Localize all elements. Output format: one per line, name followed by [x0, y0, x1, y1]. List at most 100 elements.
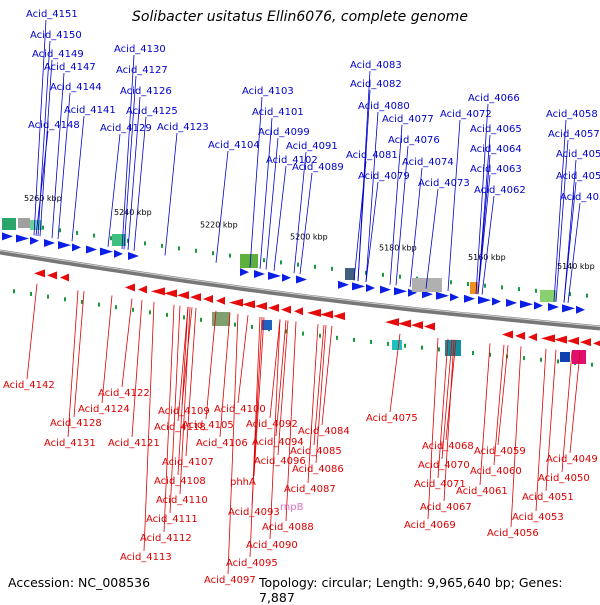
reverse-gene-label: Acid_4085: [290, 446, 342, 457]
forward-gene-leader: [265, 137, 279, 270]
scale-tick-label: 5140 kbp: [557, 262, 595, 271]
reverse-gene-leader: [389, 333, 401, 413]
outer-track-marker: [569, 292, 571, 297]
forward-gene-arrow: [240, 268, 249, 277]
forward-gene-leader: [273, 165, 287, 271]
forward-gene-label: Acid_4072: [440, 109, 492, 120]
forward-gene-label: Acid_4150: [30, 30, 82, 41]
forward-gene-arrow: [58, 241, 71, 250]
reverse-gene-arrow: [502, 330, 513, 339]
reverse-gene-arrow: [255, 302, 267, 311]
genome-title: Solibacter usitatus Ellin6076, complete …: [132, 9, 468, 25]
genome-backbone-highlight: [0, 250, 600, 327]
outer-track-marker: [115, 305, 117, 310]
forward-gene-leader: [249, 96, 263, 268]
outer-track-marker: [93, 233, 95, 238]
reverse-gene-arrow: [281, 305, 291, 314]
reverse-gene-label: Acid_4067: [420, 502, 472, 513]
forward-gene-leader: [57, 92, 71, 240]
outer-track-marker: [161, 243, 163, 248]
reverse-gene-arrow: [229, 298, 243, 307]
reverse-gene-leader: [227, 313, 239, 575]
reverse-gene-arrow: [580, 338, 591, 347]
forward-gene-leader: [389, 124, 403, 285]
outer-track-marker: [382, 272, 384, 277]
forward-gene-label: Acid_4073: [418, 178, 470, 189]
reverse-gene-leader: [121, 298, 133, 388]
reverse-gene-leader: [177, 306, 189, 476]
outer-track-marker: [540, 357, 542, 362]
reverse-gene-label: Acid_4070: [418, 460, 470, 471]
forward-gene-label: Acid_4101: [252, 107, 304, 118]
forward-gene-arrow: [352, 282, 365, 291]
reverse-gene-label: Acid_4095: [226, 558, 278, 569]
outer-track-marker: [110, 236, 112, 241]
outer-track-marker: [586, 293, 588, 298]
forward-gene-arrow: [380, 285, 391, 294]
conserved-domain-box: [392, 340, 402, 350]
reverse-gene-label: Acid_4068: [422, 441, 474, 452]
reverse-gene-label: Acid_4124: [78, 404, 130, 415]
forward-gene-label: Acid_4147: [44, 62, 96, 73]
reverse-gene-label: Acid_4110: [156, 495, 208, 506]
reverse-gene-arrow: [398, 319, 411, 328]
forward-gene-leader: [425, 188, 439, 289]
outer-track-marker: [13, 289, 15, 294]
reverse-gene-leader: [269, 319, 281, 540]
reverse-gene-label: Acid_4094: [252, 437, 304, 448]
reverse-gene-label: Acid_4084: [298, 426, 350, 437]
forward-gene-arrow: [506, 298, 517, 307]
outer-track-marker: [319, 333, 321, 338]
forward-gene-label: Acid_4077: [382, 114, 434, 125]
reverse-gene-leader: [237, 315, 249, 404]
reverse-gene-leader: [143, 301, 155, 552]
forward-gene-arrow: [548, 303, 559, 312]
reverse-gene-label: Acid_4090: [246, 540, 298, 551]
reverse-gene-label: Acid_4059: [474, 446, 526, 457]
forward-gene-arrow: [128, 251, 139, 260]
reverse-gene-label: Acid_4107: [162, 457, 214, 468]
outer-track-marker: [518, 287, 520, 292]
reverse-gene-leader: [179, 307, 191, 495]
forward-gene-label: Acid_4091: [286, 141, 338, 152]
forward-gene-arrow: [16, 234, 29, 243]
outer-track-marker: [331, 266, 333, 271]
reverse-gene-label: Acid_4051: [522, 492, 574, 503]
reverse-gene-arrow: [528, 333, 537, 342]
reverse-gene-arrow: [320, 310, 333, 319]
reverse-gene-arrow: [567, 336, 579, 345]
forward-gene-arrow: [408, 288, 417, 297]
forward-gene-label: Acid_4055: [556, 149, 600, 160]
forward-gene-arrow: [254, 270, 265, 279]
forward-gene-leader: [477, 174, 491, 295]
forward-gene-arrow: [30, 236, 39, 245]
reverse-gene-leader: [275, 320, 287, 437]
reverse-gene-arrow: [216, 296, 225, 305]
accession-label: Accession: NC_008536: [8, 575, 151, 590]
reverse-gene-label: phhA: [230, 477, 256, 488]
scale-tick-label: 5240 kbp: [114, 208, 152, 217]
outer-track-marker: [195, 248, 197, 253]
outer-track-marker: [450, 280, 452, 285]
forward-gene-leader: [121, 54, 135, 250]
outer-track-marker: [178, 246, 180, 251]
forward-gene-label: Acid_4089: [292, 162, 344, 173]
conserved-domain-box: [540, 290, 556, 302]
forward-gene-leader: [365, 111, 379, 283]
reverse-gene-leader: [277, 320, 289, 456]
forward-gene-arrow: [520, 300, 533, 309]
reverse-gene-leader: [437, 339, 449, 479]
forward-gene-label: Acid_4151: [26, 9, 78, 20]
forward-gene-leader: [563, 181, 577, 303]
forward-gene-arrow: [576, 305, 585, 314]
reverse-gene-arrow: [151, 287, 165, 296]
outer-track-marker: [387, 341, 389, 346]
reverse-gene-leader: [493, 344, 505, 466]
forward-gene-leader: [299, 172, 313, 275]
reverse-gene-leader: [315, 325, 327, 464]
reverse-gene-leader: [249, 316, 261, 558]
outer-track-marker: [404, 343, 406, 348]
forward-gene-arrow: [282, 273, 291, 282]
reverse-gene-leader: [443, 339, 455, 502]
reverse-gene-leader: [561, 351, 573, 473]
